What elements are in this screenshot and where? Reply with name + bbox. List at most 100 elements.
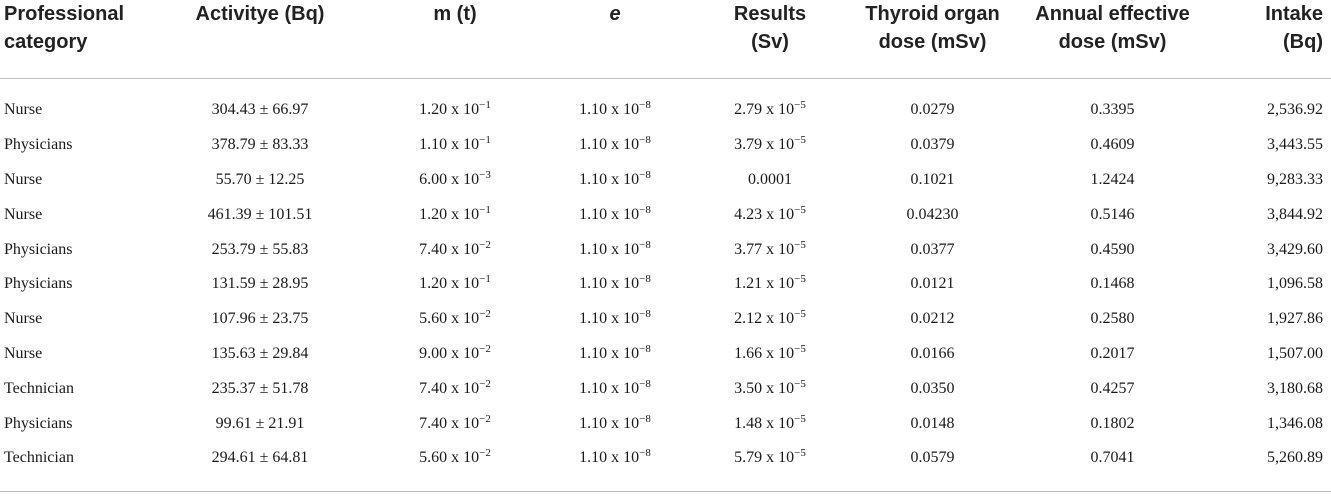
cell-mass: 7.40 x 10−2 xyxy=(370,232,540,267)
cell-results-base: 2.79 x 10 xyxy=(734,101,795,119)
header-intake: Intake (Bq) xyxy=(1265,3,1323,53)
cell-results: 4.23 x 10−5 xyxy=(690,197,850,232)
cell-thyroid-dose: 0.0579 xyxy=(910,449,955,467)
cell-mass-exponent: −2 xyxy=(479,308,491,321)
cell-results-base: 1.66 x 10 xyxy=(734,344,795,362)
cell-results: 0.0001 xyxy=(690,163,850,198)
cell-intake: 3,429.60 xyxy=(1267,240,1323,258)
cell-annual-dose: 0.4609 xyxy=(1090,136,1135,154)
cell-intake: 9,283.33 xyxy=(1267,170,1323,188)
cell-mass: 7.40 x 10−2 xyxy=(370,371,540,406)
table-row: Nurse 107.96 ± 23.75 5.60 x 10−2 1.10 x 10−… xyxy=(0,302,1331,337)
header-annual-effective-dose: Annual effective dose (mSv) xyxy=(1035,3,1190,53)
cell-thyroid-dose: 0.0121 xyxy=(910,275,955,293)
cell-e: 1.10 x 10−8 xyxy=(540,406,690,441)
cell-annual-dose: 0.4590 xyxy=(1090,240,1135,258)
cell-mass-exponent: −1 xyxy=(479,273,491,286)
cell-results-base: 3.77 x 10 xyxy=(734,240,795,258)
cell-category: Nurse xyxy=(4,344,43,362)
cell-mass-base: 1.20 x 10 xyxy=(419,205,480,223)
cell-category: Nurse xyxy=(4,205,43,223)
cell-results-exponent: −5 xyxy=(794,377,806,390)
dose-table-container: Professional category Activitye (Bq) m (t… xyxy=(0,0,1331,476)
cell-results-base: 1.21 x 10 xyxy=(734,275,795,293)
cell-e-base: 1.10 x 10 xyxy=(579,275,640,293)
cell-e: 1.10 x 10−8 xyxy=(540,337,690,372)
cell-e-exponent: −8 xyxy=(639,447,651,460)
header-mass: m (t) xyxy=(433,3,477,25)
cell-thyroid-dose: 0.0379 xyxy=(910,136,955,154)
cell-e: 1.10 x 10−8 xyxy=(540,128,690,163)
cell-e: 1.10 x 10−8 xyxy=(540,79,690,128)
cell-mass: 1.10 x 10−1 xyxy=(370,128,540,163)
cell-results-base: 0.0001 xyxy=(748,170,792,188)
cell-intake: 2,536.92 xyxy=(1267,101,1323,119)
cell-e-exponent: −8 xyxy=(639,273,651,286)
cell-e: 1.10 x 10−8 xyxy=(540,441,690,476)
cell-category: Physicians xyxy=(4,414,73,432)
cell-intake: 3,180.68 xyxy=(1267,379,1323,397)
cell-results-exponent: −5 xyxy=(794,203,806,216)
cell-intake: 1,507.00 xyxy=(1267,344,1323,362)
cell-results: 5.79 x 10−5 xyxy=(690,441,850,476)
cell-mass: 9.00 x 10−2 xyxy=(370,337,540,372)
cell-intake: 3,844.92 xyxy=(1267,205,1323,223)
cell-mass-base: 7.40 x 10 xyxy=(419,240,480,258)
header-e: e xyxy=(609,3,621,25)
cell-mass-base: 5.60 x 10 xyxy=(419,449,480,467)
cell-results-exponent: −5 xyxy=(794,447,806,460)
cell-e-exponent: −8 xyxy=(639,99,651,112)
table-row: Technician 235.37 ± 51.78 7.40 x 10−2 1.10 … xyxy=(0,371,1331,406)
cell-activity: 235.37 ± 51.78 xyxy=(211,379,309,397)
cell-activity: 131.59 ± 28.95 xyxy=(211,275,309,293)
cell-category: Physicians xyxy=(4,240,73,258)
table-row: Nurse 55.70 ± 12.25 6.00 x 10−3 1.10 x 10−8… xyxy=(0,163,1331,198)
cell-annual-dose: 1.2424 xyxy=(1090,170,1135,188)
cell-activity: 304.43 ± 66.97 xyxy=(211,101,309,119)
cell-e-base: 1.10 x 10 xyxy=(579,170,640,188)
cell-annual-dose: 0.4257 xyxy=(1090,379,1135,397)
cell-results: 1.21 x 10−5 xyxy=(690,267,850,302)
cell-category: Physicians xyxy=(4,275,73,293)
cell-mass-base: 1.20 x 10 xyxy=(419,275,480,293)
cell-mass-exponent: −1 xyxy=(479,99,491,112)
cell-results: 3.77 x 10−5 xyxy=(690,232,850,267)
cell-activity: 55.70 ± 12.25 xyxy=(215,170,305,188)
cell-mass-exponent: −2 xyxy=(479,342,491,355)
cell-e-base: 1.10 x 10 xyxy=(579,310,640,328)
cell-results-base: 5.79 x 10 xyxy=(734,449,795,467)
cell-results: 2.79 x 10−5 xyxy=(690,79,850,128)
cell-activity: 294.61 ± 64.81 xyxy=(211,449,309,467)
cell-annual-dose: 0.1802 xyxy=(1090,414,1135,432)
cell-e-exponent: −8 xyxy=(639,238,651,251)
cell-thyroid-dose: 0.0279 xyxy=(910,101,955,119)
cell-e-base: 1.10 x 10 xyxy=(579,101,640,119)
cell-mass-base: 1.20 x 10 xyxy=(419,101,480,119)
cell-results: 3.79 x 10−5 xyxy=(690,128,850,163)
cell-annual-dose: 0.3395 xyxy=(1090,101,1135,119)
table-row: Physicians 378.79 ± 83.33 1.10 x 10−1 1.10 … xyxy=(0,128,1331,163)
table-row: Physicians 99.61 ± 21.91 7.40 x 10−2 1.10 x… xyxy=(0,406,1331,441)
cell-category: Nurse xyxy=(4,101,43,119)
cell-intake: 1,346.08 xyxy=(1267,414,1323,432)
cell-mass: 7.40 x 10−2 xyxy=(370,406,540,441)
cell-thyroid-dose: 0.0212 xyxy=(910,310,955,328)
cell-e-base: 1.10 x 10 xyxy=(579,379,640,397)
cell-e-exponent: −8 xyxy=(639,342,651,355)
cell-mass: 6.00 x 10−3 xyxy=(370,163,540,198)
cell-thyroid-dose: 0.04230 xyxy=(906,205,959,223)
cell-mass-base: 6.00 x 10 xyxy=(419,170,480,188)
cell-e-exponent: −8 xyxy=(639,203,651,216)
header-row: Professional category Activitye (Bq) m (t… xyxy=(0,0,1331,79)
cell-category: Physicians xyxy=(4,136,73,154)
cell-e-exponent: −8 xyxy=(639,377,651,390)
table-header: Professional category Activitye (Bq) m (t… xyxy=(0,0,1331,79)
table-row: Nurse 304.43 ± 66.97 1.20 x 10−1 1.10 x 10−… xyxy=(0,79,1331,128)
cell-intake: 3,443.55 xyxy=(1267,136,1323,154)
cell-annual-dose: 0.7041 xyxy=(1090,449,1135,467)
cell-results-exponent: −5 xyxy=(794,342,806,355)
cell-e: 1.10 x 10−8 xyxy=(540,371,690,406)
cell-results-exponent: −5 xyxy=(794,412,806,425)
cell-annual-dose: 0.2580 xyxy=(1090,310,1135,328)
cell-results-exponent: −5 xyxy=(794,238,806,251)
